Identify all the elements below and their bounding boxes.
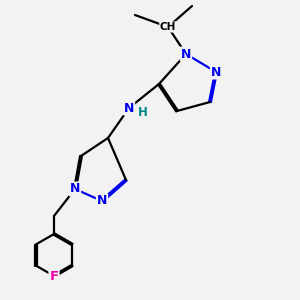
Text: CH: CH [160,22,176,32]
Text: N: N [124,101,134,115]
Text: N: N [181,47,191,61]
Text: N: N [97,194,107,208]
Text: N: N [70,182,80,196]
Text: F: F [50,269,58,283]
Text: H: H [138,106,147,119]
Text: N: N [211,65,221,79]
